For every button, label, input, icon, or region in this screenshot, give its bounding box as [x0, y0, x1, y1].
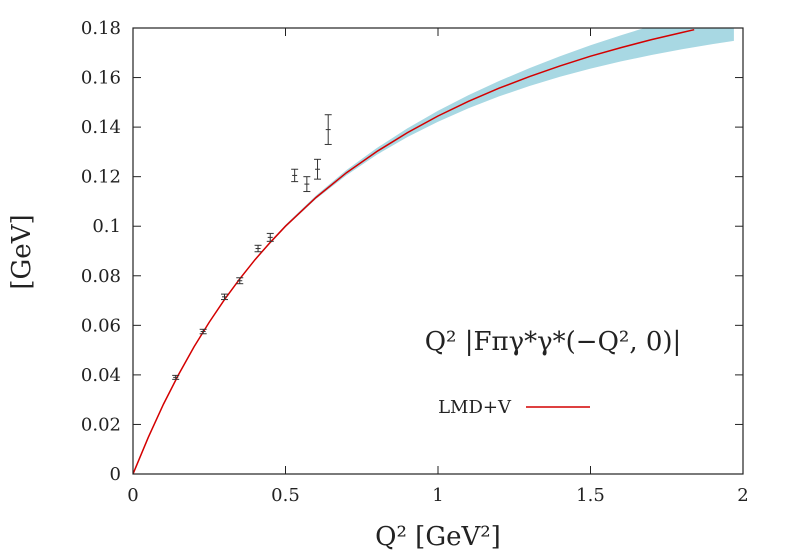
- y-tick-label: 0.12: [81, 167, 121, 188]
- y-tick-label: 0.14: [81, 117, 121, 138]
- y-tick-label: 0.06: [81, 315, 121, 336]
- data-point: [314, 158, 322, 180]
- data-point: [199, 328, 207, 335]
- y-tick-label: 0.02: [81, 414, 121, 435]
- data-point: [324, 114, 332, 145]
- data-point: [291, 168, 299, 183]
- y-axis-label: [GeV]: [7, 214, 37, 289]
- y-tick-label: 0.08: [81, 266, 121, 287]
- y-tick-label: 0.16: [81, 68, 121, 89]
- y-tick-label: 0.18: [81, 18, 121, 39]
- y-tick-label: 0.04: [81, 365, 121, 386]
- x-axis-ticks: 0 0.5 1 1.5 2: [127, 28, 749, 506]
- curve-annotation: Q² |Fπγ*γ*(−Q², 0)|: [425, 327, 682, 357]
- x-tick-label: 1: [432, 485, 443, 506]
- x-axis-label: Q² [GeV²]: [375, 522, 501, 552]
- data-point: [172, 374, 180, 380]
- data-point: [254, 244, 262, 253]
- x-tick-label: 1.5: [576, 485, 605, 506]
- data-point: [266, 232, 274, 242]
- legend-label: LMD+V: [438, 397, 512, 418]
- data-point: [236, 277, 244, 285]
- x-tick-label: 0.5: [271, 485, 300, 506]
- error-bar-layer: [172, 114, 332, 380]
- data-point: [303, 176, 311, 193]
- x-tick-label: 0: [127, 485, 138, 506]
- y-axis-ticks: 0 0.02 0.04 0.06 0.08 0.1 0.12 0.14 0.16 0.18: [81, 18, 743, 485]
- y-tick-label: 0: [110, 464, 121, 485]
- y-tick-label: 0.1: [92, 216, 121, 237]
- x-tick-label: 2: [737, 485, 748, 506]
- lmd-v-curve: [133, 28, 695, 474]
- uncertainty-band: [224, 28, 734, 300]
- uncertainty-band-layer: [224, 28, 734, 300]
- data-point: [221, 293, 228, 301]
- line-series-layer: [133, 28, 695, 474]
